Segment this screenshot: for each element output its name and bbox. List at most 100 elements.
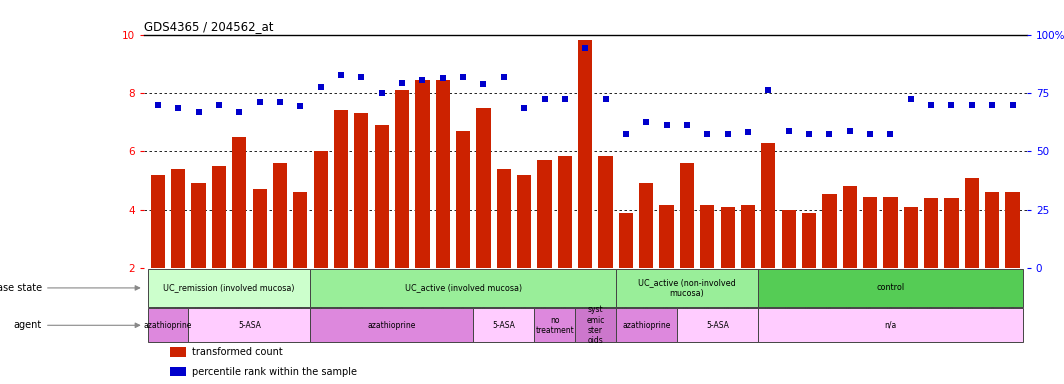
Point	[170, 104, 187, 111]
Point	[943, 101, 960, 108]
Point	[292, 103, 309, 109]
Point	[780, 128, 797, 134]
Bar	[639, 184, 653, 268]
Point	[800, 131, 817, 137]
Point	[475, 81, 492, 87]
Bar	[311, 308, 473, 342]
Point	[211, 101, 228, 108]
Bar	[354, 113, 368, 268]
Bar	[311, 269, 616, 307]
Bar	[680, 163, 694, 268]
Bar	[188, 308, 311, 342]
Bar	[843, 186, 857, 268]
Bar	[759, 269, 1023, 307]
Point	[333, 72, 350, 78]
Point	[842, 128, 859, 134]
Bar	[395, 90, 410, 268]
Bar	[171, 169, 185, 268]
Point	[394, 79, 411, 86]
Point	[719, 131, 736, 137]
Text: GDS4365 / 204562_at: GDS4365 / 204562_at	[144, 20, 273, 33]
Text: percentile rank within the sample: percentile rank within the sample	[193, 367, 358, 377]
Bar	[272, 163, 287, 268]
Bar	[151, 175, 165, 268]
Bar	[170, 347, 186, 357]
Bar	[435, 80, 450, 268]
Bar	[720, 207, 735, 268]
Bar	[761, 142, 776, 268]
Text: agent: agent	[14, 320, 139, 330]
Bar	[822, 194, 836, 268]
Point	[231, 109, 248, 115]
Bar	[575, 308, 616, 342]
Bar	[985, 192, 999, 268]
Bar	[741, 205, 755, 268]
Point	[617, 131, 634, 137]
Point	[149, 101, 166, 108]
Text: 5-ASA: 5-ASA	[493, 321, 515, 330]
Point	[516, 104, 533, 111]
Point	[597, 96, 614, 102]
Bar	[616, 269, 759, 307]
Bar	[456, 131, 470, 268]
Bar	[903, 207, 918, 268]
Point	[556, 96, 573, 102]
Bar	[415, 80, 430, 268]
Point	[434, 75, 451, 81]
Bar	[619, 213, 633, 268]
Point	[862, 131, 879, 137]
Bar	[558, 156, 572, 268]
Point	[658, 122, 675, 128]
Bar	[537, 160, 551, 268]
Bar	[578, 40, 593, 268]
Point	[679, 122, 696, 128]
Text: UC_remission (involved mucosa): UC_remission (involved mucosa)	[164, 283, 295, 293]
Bar	[660, 205, 674, 268]
Text: no
treatment: no treatment	[535, 316, 575, 335]
Bar	[212, 166, 226, 268]
Point	[577, 45, 594, 51]
Bar	[1005, 192, 1019, 268]
Point	[536, 96, 553, 102]
Point	[312, 84, 329, 90]
Bar	[534, 308, 575, 342]
Bar	[677, 308, 759, 342]
Point	[190, 109, 207, 115]
Bar	[232, 137, 247, 268]
Bar	[477, 108, 491, 268]
Point	[963, 101, 980, 108]
Text: 5-ASA: 5-ASA	[238, 321, 261, 330]
Point	[496, 74, 513, 80]
Bar	[294, 192, 307, 268]
Bar	[148, 269, 311, 307]
Text: transformed count: transformed count	[193, 347, 283, 357]
Text: UC_active (involved mucosa): UC_active (involved mucosa)	[404, 283, 521, 293]
Point	[983, 101, 1000, 108]
Point	[902, 96, 919, 102]
Bar	[148, 308, 188, 342]
Bar	[170, 367, 186, 376]
Bar	[598, 156, 613, 268]
Point	[1004, 101, 1021, 108]
Point	[882, 131, 899, 137]
Text: disease state: disease state	[0, 283, 139, 293]
Bar	[965, 177, 979, 268]
Bar	[863, 197, 877, 268]
Point	[414, 77, 431, 83]
Bar	[473, 308, 534, 342]
Bar	[616, 308, 677, 342]
Point	[820, 131, 837, 137]
Point	[373, 90, 390, 96]
Bar	[924, 198, 938, 268]
Bar	[782, 210, 796, 268]
Text: azathioprine: azathioprine	[144, 321, 193, 330]
Bar	[700, 205, 714, 268]
Bar	[375, 125, 388, 268]
Text: control: control	[877, 283, 904, 293]
Point	[251, 99, 268, 105]
Text: azathioprine: azathioprine	[622, 321, 670, 330]
Point	[699, 131, 716, 137]
Bar	[314, 151, 328, 268]
Point	[271, 99, 288, 105]
Point	[353, 74, 370, 80]
